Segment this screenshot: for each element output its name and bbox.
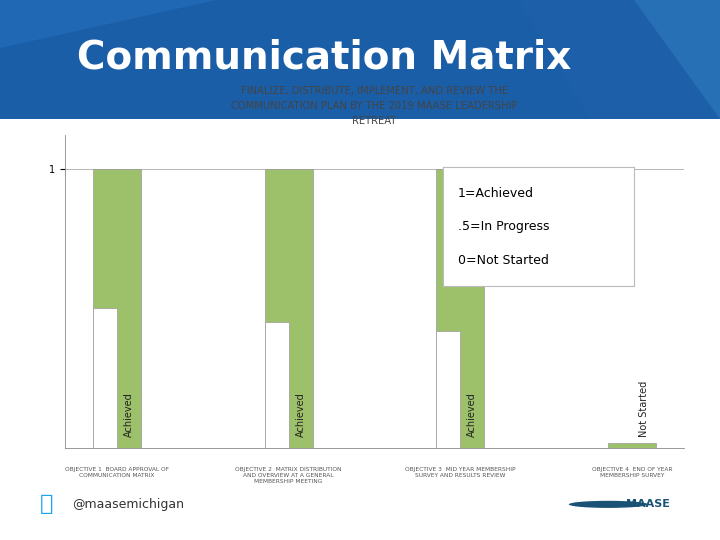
Bar: [608, 443, 656, 448]
Text: MAASE: MAASE: [626, 500, 670, 509]
Polygon shape: [0, 0, 216, 48]
Bar: [264, 168, 312, 448]
Bar: [436, 168, 485, 448]
Text: Not Started: Not Started: [639, 381, 649, 437]
Bar: [264, 322, 289, 448]
Text: OBJECTIVE 3  MID YEAR MEMBERSHIP
SURVEY AND RESULTS REVIEW: OBJECTIVE 3 MID YEAR MEMBERSHIP SURVEY A…: [405, 467, 516, 478]
Bar: [93, 308, 117, 448]
Text: OBJECTIVE 2  MATRIX DISTRIBUTION
AND OVERVIEW AT A GENERAL
MEMBERSHIP MEETING: OBJECTIVE 2 MATRIX DISTRIBUTION AND OVER…: [235, 467, 342, 484]
Text: 🐦: 🐦: [40, 494, 53, 515]
Text: .5=In Progress: .5=In Progress: [458, 220, 549, 233]
Text: 1=Achieved: 1=Achieved: [458, 187, 534, 200]
Circle shape: [569, 501, 648, 508]
Text: Achieved: Achieved: [124, 392, 134, 437]
Text: OBJECTIVE 4  END OF YEAR
MEMBERSHIP SURVEY: OBJECTIVE 4 END OF YEAR MEMBERSHIP SURVE…: [592, 467, 672, 478]
Title: FINALIZE, DISTRIBUTE, IMPLEMENT, AND REVIEW THE
COMMUNICATION PLAN BY THE 2019 M: FINALIZE, DISTRIBUTE, IMPLEMENT, AND REV…: [231, 86, 518, 126]
Text: Communication Matrix: Communication Matrix: [77, 38, 571, 76]
Text: @maasemichigan: @maasemichigan: [72, 498, 184, 511]
Text: OBJECTIVE 1  BOARD APPROVAL OF
COMMUNICATION MATRIX: OBJECTIVE 1 BOARD APPROVAL OF COMMUNICAT…: [65, 467, 169, 478]
Polygon shape: [634, 0, 720, 119]
Bar: [93, 168, 141, 448]
Bar: [436, 330, 460, 448]
Text: 0=Not Started: 0=Not Started: [458, 254, 549, 267]
Text: Achieved: Achieved: [296, 392, 305, 437]
Text: Achieved: Achieved: [467, 392, 477, 437]
Polygon shape: [518, 0, 720, 119]
